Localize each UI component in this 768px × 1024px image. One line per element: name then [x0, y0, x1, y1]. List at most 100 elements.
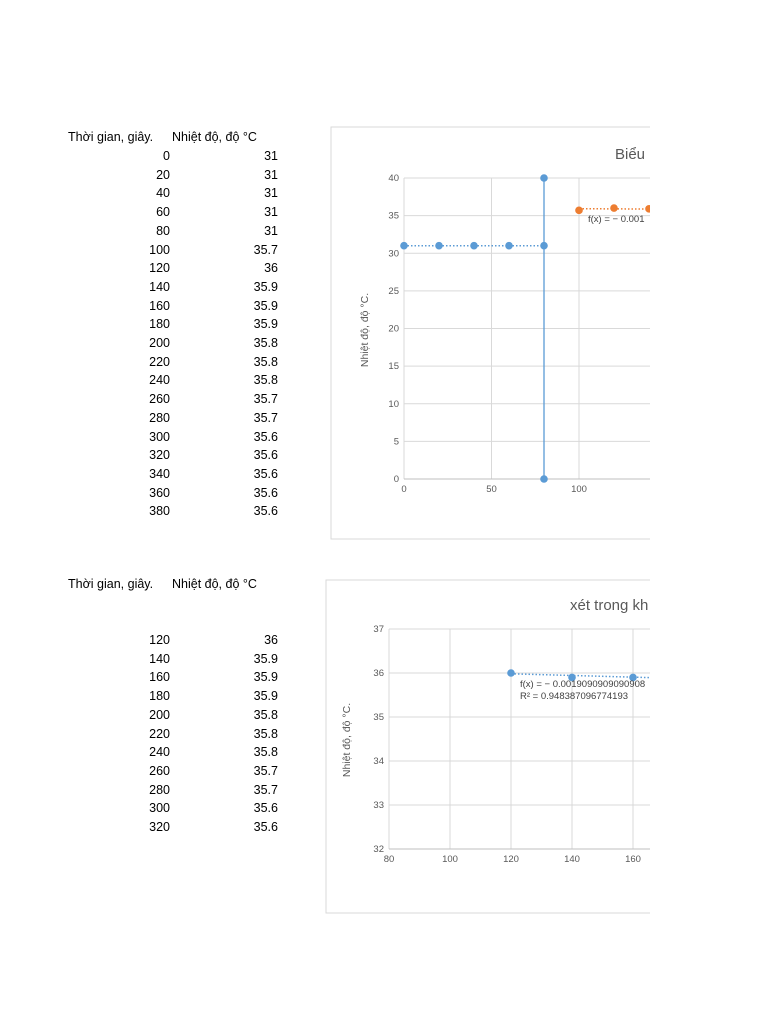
y-axis-title: Nhiệt độ, độ °C. [341, 703, 353, 777]
table-row: 280 35.7 [60, 783, 280, 801]
temperature-cell: 31 [264, 205, 278, 220]
y-tick-label: 33 [373, 800, 384, 811]
time-cell: 280 [149, 782, 170, 797]
data-point [540, 475, 548, 483]
y-tick-label: 15 [388, 361, 399, 372]
temperature-cell: 31 [264, 149, 278, 163]
table-row: 140 35.9 [60, 280, 280, 298]
table-row: 80 31 [60, 224, 280, 242]
time-cell: 80 [156, 223, 170, 238]
y-tick-label: 32 [373, 844, 384, 855]
y-tick-label: 36 [373, 668, 384, 679]
time-cell: 40 [156, 186, 170, 201]
temperature-cell: 35.6 [253, 485, 278, 500]
time-cell: 300 [149, 801, 170, 816]
time-cell: 60 [156, 205, 170, 220]
table-row: 200 35.8 [60, 336, 280, 354]
time-cell: 140 [149, 279, 170, 294]
table-row: 120 36 [60, 261, 280, 279]
temperature-cell: 35.6 [253, 448, 278, 463]
time-cell: 300 [149, 429, 170, 444]
table-row: 300 35.6 [60, 801, 280, 819]
temperature-cell: 36 [264, 633, 278, 647]
table-row: 260 35.7 [60, 392, 280, 410]
table-row: 220 35.8 [60, 727, 280, 745]
x-tick-label: 140 [564, 854, 580, 865]
table-row: 60 31 [60, 205, 280, 223]
time-cell: 280 [149, 410, 170, 425]
time-cell: 180 [149, 317, 170, 332]
temperature-cell: 31 [264, 167, 278, 182]
time-cell: 20 [156, 167, 170, 182]
temperature-cell: 35.8 [253, 336, 278, 350]
chart-2: 32 33 34 35 36 37 80 100 120 140 160 xét trong kh Nh… [325, 579, 650, 914]
data-point [400, 241, 408, 250]
table-row: 260 35.7 [60, 764, 280, 782]
temperature-cell: 35.6 [253, 504, 278, 519]
x-tick-label: 160 [625, 854, 641, 865]
data-point [540, 174, 548, 182]
table-row: 220 35.8 [60, 355, 280, 373]
temperature-cell: 35.6 [253, 820, 278, 834]
time-cell: 340 [149, 466, 170, 481]
x-tick-label: 120 [503, 854, 519, 865]
table-row: 160 35.9 [60, 670, 280, 688]
time-cell: 220 [149, 354, 170, 369]
temperature-cell: 36 [264, 261, 278, 276]
y-axis-title: Nhiệt độ, độ °C. [359, 293, 371, 367]
table-row: 160 35.9 [60, 299, 280, 317]
temperature-cell: 35.8 [253, 373, 278, 388]
chart-border [330, 126, 650, 540]
time-cell: 200 [149, 336, 170, 350]
data-point [575, 206, 583, 215]
time-cell: 380 [149, 504, 170, 519]
header-temperature: Nhiệt độ, độ °C [172, 130, 257, 144]
table-row: 280 35.7 [60, 411, 280, 429]
temperature-cell: 35.7 [253, 782, 278, 797]
time-cell: 120 [149, 261, 170, 276]
table-row: 340 35.6 [60, 467, 280, 485]
table-row: 360 35.6 [60, 486, 280, 504]
y-tick-label: 20 [388, 324, 399, 335]
time-cell: 240 [149, 745, 170, 760]
y-tick-label: 25 [388, 286, 399, 297]
chart-1: 0 5 10 15 20 25 30 35 40 0 50 100 Biểu Nhiệt độ, độ °… [330, 126, 650, 540]
trendline-equation: f(x) = − 0.001 [588, 214, 645, 225]
trendline [510, 673, 650, 679]
data-point [568, 673, 576, 682]
temperature-cell: 35.9 [253, 279, 278, 294]
temperature-cell: 35.7 [253, 392, 278, 407]
table-row: 40 31 [60, 186, 280, 204]
table-row: 120 36 [60, 633, 280, 651]
data-point [505, 241, 513, 250]
time-cell: 160 [149, 298, 170, 313]
chart-title: xét trong kh [570, 597, 648, 614]
temperature-cell: 35.8 [253, 726, 278, 741]
y-tick-label: 10 [388, 399, 399, 410]
table-row: 300 35.6 [60, 430, 280, 448]
time-cell: 260 [149, 763, 170, 778]
time-cell: 360 [149, 485, 170, 500]
table-row: 380 35.6 [60, 504, 280, 522]
table-row: 200 35.8 [60, 708, 280, 726]
time-cell: 240 [149, 373, 170, 388]
table-row: 180 35.9 [60, 317, 280, 335]
y-tick-label: 30 [388, 248, 399, 259]
temperature-cell: 35.9 [253, 689, 278, 704]
chart-border [325, 579, 650, 914]
time-cell: 0 [163, 149, 170, 163]
chart-title: Biểu [615, 146, 645, 163]
x-tick-label: 100 [571, 484, 587, 495]
time-cell: 100 [149, 242, 170, 257]
table-row: 320 35.6 [60, 448, 280, 466]
x-tick-label: 100 [442, 854, 458, 865]
table-row: 320 35.6 [60, 820, 280, 838]
data-point [645, 205, 650, 213]
time-cell: 140 [149, 651, 170, 666]
y-tick-label: 0 [394, 474, 399, 485]
data-point [470, 241, 478, 250]
temperature-cell: 35.9 [253, 317, 278, 332]
temperature-cell: 31 [264, 223, 278, 238]
x-tick-label: 80 [384, 854, 395, 865]
